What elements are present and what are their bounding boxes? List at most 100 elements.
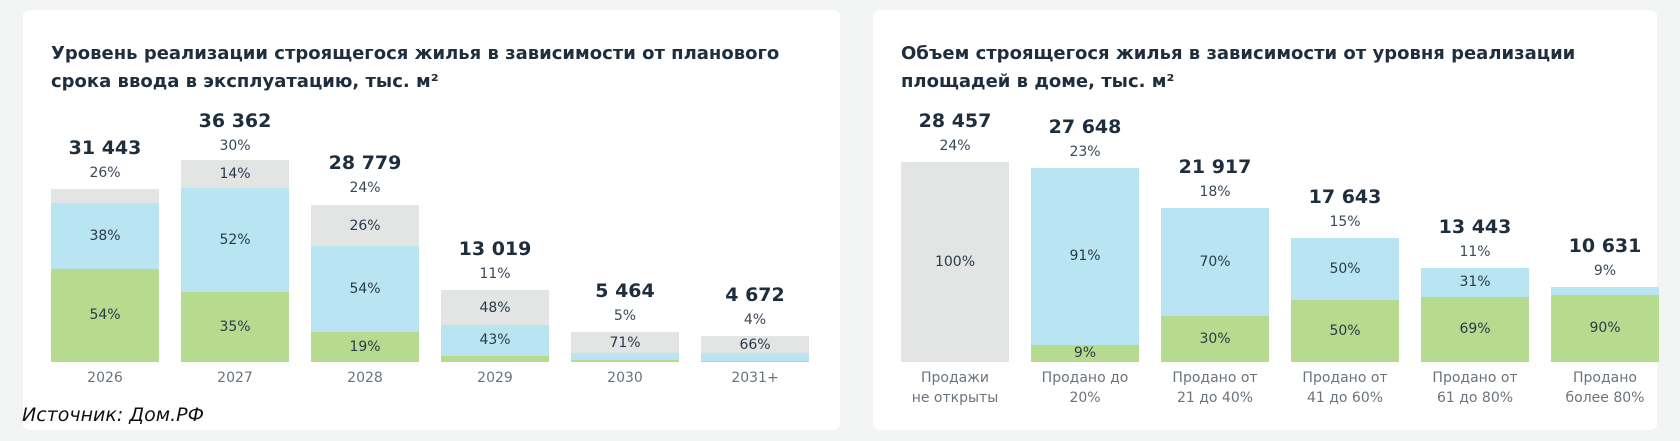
- bar-segment: [701, 353, 809, 361]
- x-tick-label: Продажи не открыты: [911, 370, 999, 406]
- segment-label: 91%: [1069, 248, 1101, 265]
- x-tick-label: Продано до 20%: [1041, 370, 1129, 406]
- bar-segment: 26%: [311, 205, 419, 247]
- x-tick-label: 2026: [87, 370, 123, 386]
- total-label: 28 457: [918, 110, 992, 132]
- total-label: 10 631: [1568, 235, 1642, 258]
- bar: 9% 91%: [1031, 167, 1139, 362]
- bar-segment: 35%: [181, 292, 289, 362]
- bar: 100%: [901, 162, 1009, 362]
- segment-label: 90%: [1589, 320, 1621, 337]
- bar-segment: [701, 360, 809, 362]
- bar-segment: [1551, 287, 1659, 295]
- segment-label: 19%: [349, 338, 381, 355]
- bar: 19% 54% 26%: [311, 204, 419, 362]
- segment-label: 71%: [609, 334, 641, 351]
- segment-label: 70%: [1199, 253, 1231, 270]
- total-label: 13 019: [458, 238, 532, 261]
- x-tick-label: Продано от 41 до 60%: [1302, 370, 1388, 406]
- x-tick-label: 2029: [477, 370, 513, 386]
- card: Уровень реализации строящегося жилья в з…: [23, 10, 840, 430]
- bar-segment: [571, 353, 679, 360]
- bar-segment: 54%: [51, 268, 159, 362]
- share-label: 11%: [479, 266, 511, 283]
- share-label: 11%: [1459, 243, 1491, 260]
- bar-segment: 48%: [441, 290, 549, 325]
- bar-segment: 70%: [1161, 207, 1269, 316]
- segment-label: 9%: [1073, 345, 1097, 362]
- segment-label: 50%: [1329, 322, 1361, 339]
- total-label: 5 464: [595, 279, 655, 302]
- bar-segment: 43%: [441, 324, 549, 356]
- share-label: 5%: [613, 307, 637, 324]
- segment-label: 50%: [1329, 261, 1361, 277]
- bar-segment: 69%: [1421, 296, 1529, 362]
- total-label: 28 779: [328, 151, 402, 174]
- bar-segment: [441, 355, 549, 362]
- chart-title: Объем строящегося жилья в зависимости от…: [901, 43, 1576, 92]
- x-tick-label: Продано от 61 до 80%: [1432, 370, 1518, 406]
- total-label: 36 362: [198, 110, 272, 132]
- total-label: 17 643: [1308, 186, 1382, 208]
- bar-segment: 50%: [1291, 238, 1399, 300]
- bar: 66%: [701, 336, 809, 362]
- share-label: 24%: [349, 179, 381, 196]
- bar-segment: 30%: [1161, 315, 1269, 362]
- bar: 30% 70%: [1161, 207, 1269, 362]
- bar-segment: 52%: [181, 188, 289, 292]
- total-label: 21 917: [1178, 155, 1252, 178]
- bar: 54% 38%: [51, 189, 159, 362]
- segment-label: 31%: [1459, 274, 1491, 291]
- segment-label: 30%: [1199, 330, 1231, 347]
- segment-label: 35%: [219, 319, 251, 335]
- bar-segment: 31%: [1421, 267, 1529, 297]
- bar-segment: 100%: [901, 162, 1009, 362]
- segment-label: 66%: [739, 336, 771, 353]
- bar: 90%: [1551, 287, 1659, 362]
- bar: 43% 48%: [441, 290, 549, 362]
- share-label: 4%: [743, 312, 767, 329]
- total-label: 31 443: [68, 137, 142, 160]
- segment-label: 48%: [479, 299, 511, 316]
- share-label: 9%: [1593, 263, 1617, 280]
- bar-segment: 66%: [701, 336, 809, 354]
- bar-segment: 19%: [311, 331, 419, 362]
- bar-segment: 54%: [311, 246, 419, 332]
- bar-segment: 91%: [1031, 167, 1139, 345]
- share-label: 18%: [1199, 183, 1231, 200]
- total-label: 4 672: [725, 284, 785, 307]
- segment-label: 26%: [349, 217, 381, 234]
- x-tick-label: 2031+: [731, 370, 779, 386]
- share-label: 30%: [219, 138, 251, 154]
- bar-segment: 50%: [1291, 300, 1399, 362]
- source: Источник: Дом.РФ: [22, 404, 204, 426]
- bar-segment: 14%: [181, 160, 289, 188]
- chart-title: Уровень реализации строящегося жилья в з…: [51, 43, 780, 92]
- share-label: 23%: [1069, 143, 1101, 160]
- bar: 69% 31%: [1421, 267, 1529, 362]
- bar-segment: [51, 189, 159, 203]
- bar-segment: 90%: [1551, 294, 1659, 362]
- total-label: 27 648: [1048, 115, 1122, 138]
- x-tick-label: 2027: [217, 370, 253, 386]
- bar-segment: 38%: [51, 202, 159, 269]
- bar-segment: 9%: [1031, 344, 1139, 362]
- segment-label: 69%: [1459, 321, 1491, 338]
- segment-label: 43%: [479, 332, 511, 349]
- segment-label: 54%: [89, 307, 121, 324]
- segment-label: 54%: [349, 281, 381, 298]
- share-label: 15%: [1329, 214, 1361, 230]
- segment-label: 100%: [934, 254, 976, 270]
- bar-segment: [571, 359, 679, 362]
- bar: 50% 50%: [1291, 238, 1399, 362]
- segment-label: 14%: [219, 166, 251, 182]
- x-tick-label: Продано более 80%: [1565, 370, 1645, 406]
- x-tick-label: 2028: [347, 370, 383, 386]
- card: Объем строящегося жилья в зависимости от…: [873, 10, 1659, 430]
- bar: 71%: [571, 331, 679, 362]
- total-label: 13 443: [1438, 215, 1512, 238]
- share-label: 24%: [939, 138, 971, 154]
- share-label: 26%: [89, 165, 121, 182]
- segment-label: 38%: [89, 227, 121, 244]
